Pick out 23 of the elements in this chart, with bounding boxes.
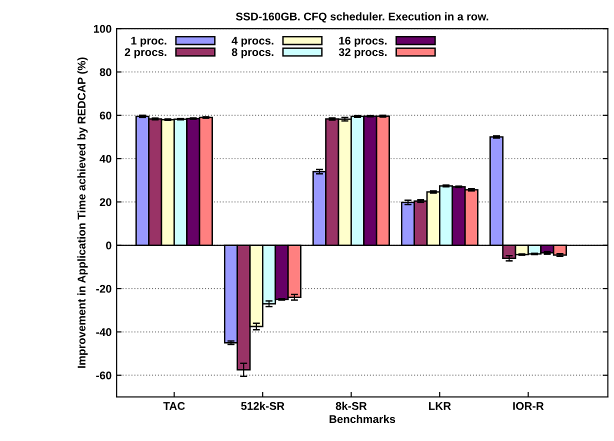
y-axis-title: Improvement in Application Time achieved by REDCAP (%) xyxy=(77,58,88,368)
x-tick-label: IOR-R xyxy=(513,402,544,410)
x-tick-label: TAC xyxy=(163,402,185,410)
y-tick-label: -60 xyxy=(96,372,112,380)
x-tick-label: LKR xyxy=(429,402,451,410)
y-tick-label: 20 xyxy=(100,198,112,206)
legend-label: 4 procs. xyxy=(232,36,274,47)
y-tick-label: 0 xyxy=(106,242,112,250)
y-tick-label: -20 xyxy=(96,284,112,293)
chart-title: SSD-160GB. CFQ scheduler. Execution in a row. xyxy=(236,12,488,23)
x-tick-label: 8k-SR xyxy=(336,402,367,410)
legend-label: 1 proc. xyxy=(131,36,166,47)
y-tick-label: 80 xyxy=(100,68,112,76)
x-axis-title: Benchmarks xyxy=(330,414,396,424)
legend-label: 16 procs. xyxy=(339,36,387,47)
x-tick-label: 512k-SR xyxy=(241,402,284,410)
legend-label: 2 procs. xyxy=(124,48,166,58)
y-tick-label: 100 xyxy=(94,24,112,33)
legend-label: 32 procs. xyxy=(338,48,387,58)
legend-label: 8 procs. xyxy=(232,48,274,58)
y-tick-label: -40 xyxy=(96,328,112,336)
y-tick-label: 40 xyxy=(100,154,112,163)
y-tick-label: 60 xyxy=(100,112,112,120)
